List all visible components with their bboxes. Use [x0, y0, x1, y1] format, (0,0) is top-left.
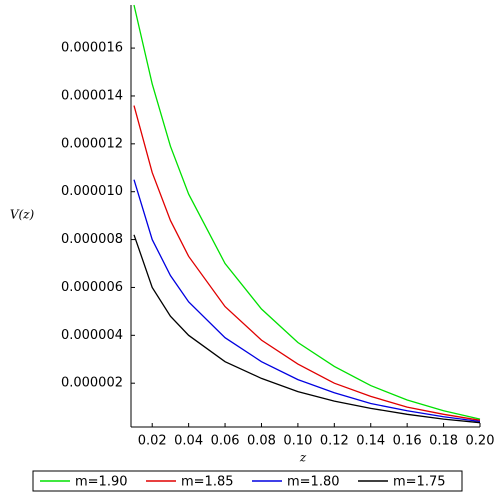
y-axis-label: V(z)	[10, 208, 35, 222]
y-tick-label: 0.000006	[61, 280, 123, 295]
legend-label: m=1.85	[181, 475, 234, 490]
x-tick-label: 0.02	[138, 434, 167, 449]
x-tick-label: 0.04	[174, 434, 203, 449]
line	[133, 179, 481, 423]
line	[133, 4, 481, 420]
y-tick-label: 0.000004	[61, 328, 123, 343]
line	[133, 105, 481, 421]
x-tick-label: 0.08	[247, 434, 276, 449]
x-tick-label: 0.10	[283, 434, 312, 449]
y-tick-label: 0.000002	[61, 376, 123, 391]
legend-label: m=1.80	[287, 475, 340, 490]
y-tick-label: 0.000014	[61, 88, 123, 103]
y-tick-label: 0.000012	[61, 136, 123, 151]
legend-label: m=1.90	[75, 475, 128, 490]
x-tick-label: 0.18	[429, 434, 458, 449]
y-tick-label: 0.000008	[61, 232, 123, 247]
legend-label: m=1.75	[393, 475, 446, 490]
line	[133, 234, 481, 424]
x-axis-label: z	[299, 451, 307, 465]
x-tick-label: 0.20	[466, 434, 495, 449]
y-tick-label: 0.000010	[61, 184, 123, 199]
x-tick-label: 0.12	[320, 434, 349, 449]
x-tick-label: 0.06	[211, 434, 240, 449]
y-tick-label: 0.000016	[61, 41, 123, 56]
x-tick-label: 0.16	[393, 434, 422, 449]
legend-box	[32, 470, 463, 492]
x-tick-label: 0.14	[356, 434, 385, 449]
